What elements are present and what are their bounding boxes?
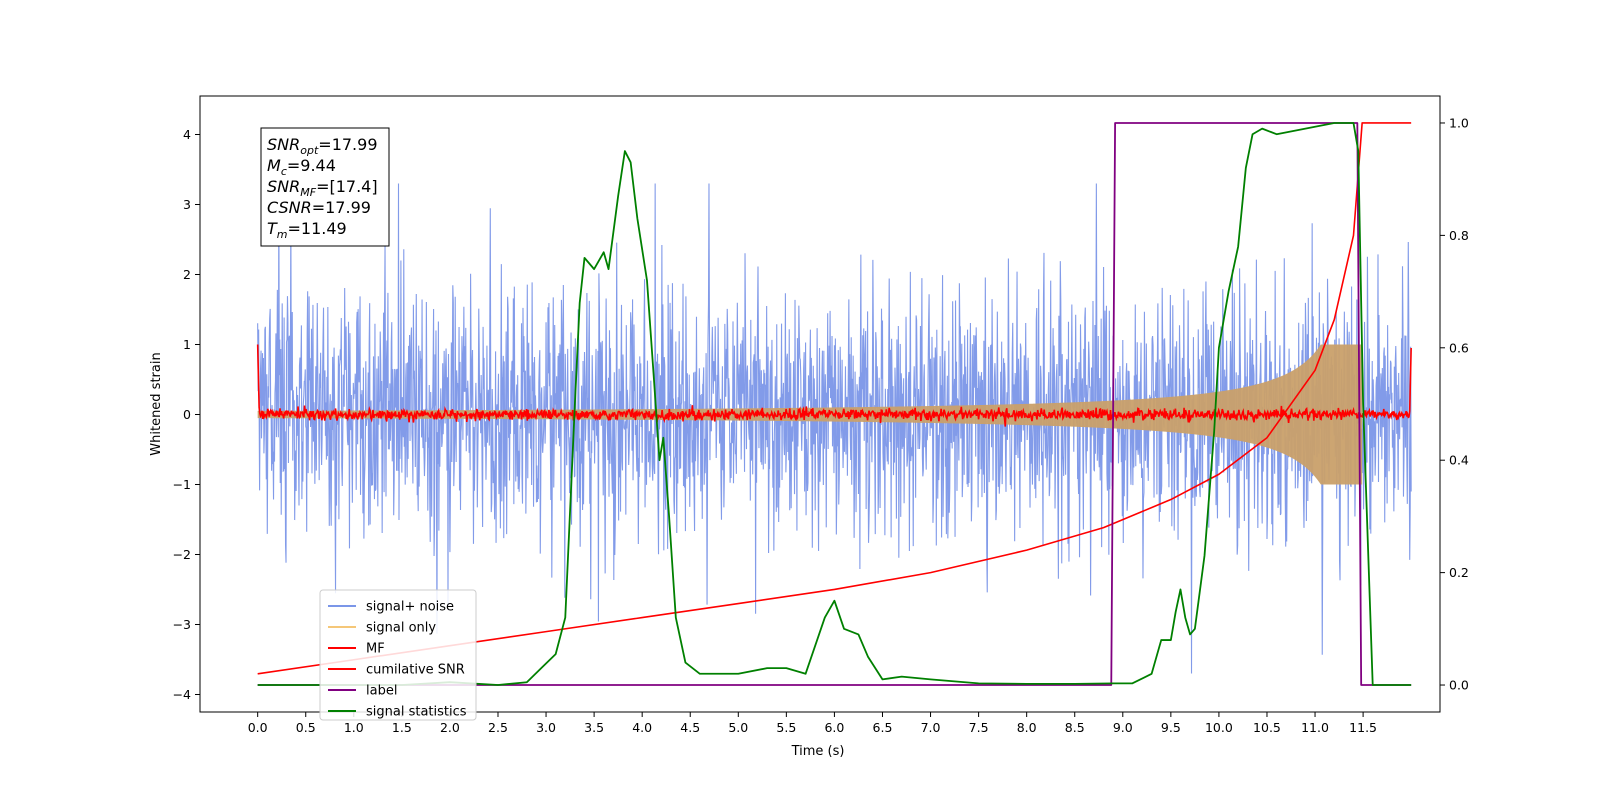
- series-mf-line: [256, 344, 1412, 427]
- annotation-frame: [260, 127, 390, 247]
- y-axis-label: Whitened strain: [149, 352, 164, 455]
- annotation-symbol: SNR: [267, 135, 300, 154]
- series-signal-noise-line: [257, 183, 1412, 674]
- annotation-subscript: opt: [300, 144, 319, 157]
- legend: signal+ noise signal only MF cumilative SNR…: [319, 589, 477, 721]
- x-tick-label: 11.0: [1301, 720, 1329, 735]
- annotation-line: Mc=9.44: [267, 156, 336, 178]
- legend-frame: [319, 589, 477, 721]
- y-tick-label: −2: [173, 547, 191, 562]
- legend-entry-label: label: [366, 684, 397, 699]
- y-tick-label: 3: [183, 197, 191, 212]
- series-layer: [256, 122, 1412, 686]
- annotation-line: SNRopt=17.99: [267, 135, 378, 157]
- y-tick-label: 4: [183, 127, 191, 142]
- x-tick-label: 11.5: [1349, 720, 1377, 735]
- annotation-value: =17.99: [318, 135, 377, 154]
- x-tick-label: 10.0: [1205, 720, 1233, 735]
- x-tick-label: 2.0: [440, 720, 460, 735]
- x-tick-label: 2.5: [488, 720, 508, 735]
- annotation-symbol: M: [267, 156, 281, 175]
- x-tick-label: 8.5: [1065, 720, 1085, 735]
- x-tick-label: 7.0: [921, 720, 941, 735]
- y2-tick-label: 0.4: [1449, 453, 1469, 468]
- annotation-value: =11.49: [288, 219, 347, 238]
- annotation-subscript: c: [281, 165, 287, 178]
- annotation-symbol: SNR: [267, 177, 300, 196]
- annotation-value: =9.44: [287, 156, 336, 175]
- y2-tick-label: 0.8: [1449, 228, 1469, 243]
- x-tick-label: 5.0: [728, 720, 748, 735]
- series-label-line: [257, 122, 1412, 686]
- x-axis: 0.0 0.5 1.0 1.5 2.0 2.5 3.0 3.5 4.0 4.5 5.0 5.5 6.0 6…: [248, 712, 1377, 735]
- x-tick-label: 3.0: [536, 720, 556, 735]
- plot-frame: [199, 95, 1441, 713]
- legend-entry-label: MF: [366, 642, 385, 657]
- x-tick-label: 9.5: [1161, 720, 1181, 735]
- y-tick-label: −1: [173, 477, 191, 492]
- x-tick-label: 0.5: [296, 720, 316, 735]
- annotation-line: CSNR=17.99: [267, 198, 371, 217]
- legend-entry-label: signal+ noise: [366, 600, 454, 615]
- legend-entry-label: signal statistics: [366, 705, 467, 720]
- annotation-symbol: T: [267, 219, 278, 238]
- annotation-value: =[17.4]: [316, 177, 378, 196]
- y2-tick-label: 1.0: [1449, 115, 1469, 130]
- y-tick-label: −3: [173, 617, 191, 632]
- x-tick-label: 7.5: [969, 720, 989, 735]
- y2-tick-label: 0.0: [1449, 678, 1469, 693]
- x-tick-label: 8.0: [1017, 720, 1037, 735]
- annotation-subscript: MF: [300, 186, 316, 199]
- annotation-box: SNRopt=17.99Mc=9.44SNRMF=[17.4]CSNR=17.9…: [260, 127, 390, 247]
- annotation-value: =17.99: [312, 198, 371, 217]
- x-axis-label: Time (s): [791, 744, 845, 759]
- legend-entry-label: cumilative SNR: [366, 663, 465, 678]
- y-tick-label: −4: [173, 687, 191, 702]
- x-tick-label: 6.5: [873, 720, 893, 735]
- x-tick-label: 5.5: [776, 720, 796, 735]
- y2-tick-label: 0.2: [1449, 565, 1469, 580]
- y-axis-left: 4 3 2 1 0 −1 −2 −3 −4: [173, 127, 200, 702]
- annotation-subscript: m: [277, 228, 288, 241]
- x-tick-label: 9.0: [1113, 720, 1133, 735]
- series-signal-statistics-line: [257, 122, 1412, 686]
- x-tick-label: 4.0: [632, 720, 652, 735]
- x-tick-label: 0.0: [248, 720, 268, 735]
- annotation-line: SNRMF=[17.4]: [267, 177, 378, 199]
- annotation-symbol: CSNR: [267, 198, 312, 217]
- x-tick-label: 1.5: [392, 720, 412, 735]
- x-tick-label: 1.0: [344, 720, 364, 735]
- series-cumilative-snr-line: [257, 122, 1412, 675]
- x-tick-label: 4.5: [680, 720, 700, 735]
- y-tick-label: 0: [183, 407, 191, 422]
- x-tick-label: 6.0: [824, 720, 844, 735]
- y-axis-right: 1.0 0.8 0.6 0.4 0.2 0.0: [1440, 115, 1469, 693]
- y-tick-label: 1: [183, 337, 191, 352]
- x-tick-label: 3.5: [584, 720, 604, 735]
- y2-tick-label: 0.6: [1449, 340, 1469, 355]
- y-tick-label: 2: [183, 267, 191, 282]
- annotation-line: Tm=11.49: [267, 219, 347, 241]
- legend-entry-label: signal only: [366, 621, 436, 636]
- x-tick-label: 10.5: [1253, 720, 1281, 735]
